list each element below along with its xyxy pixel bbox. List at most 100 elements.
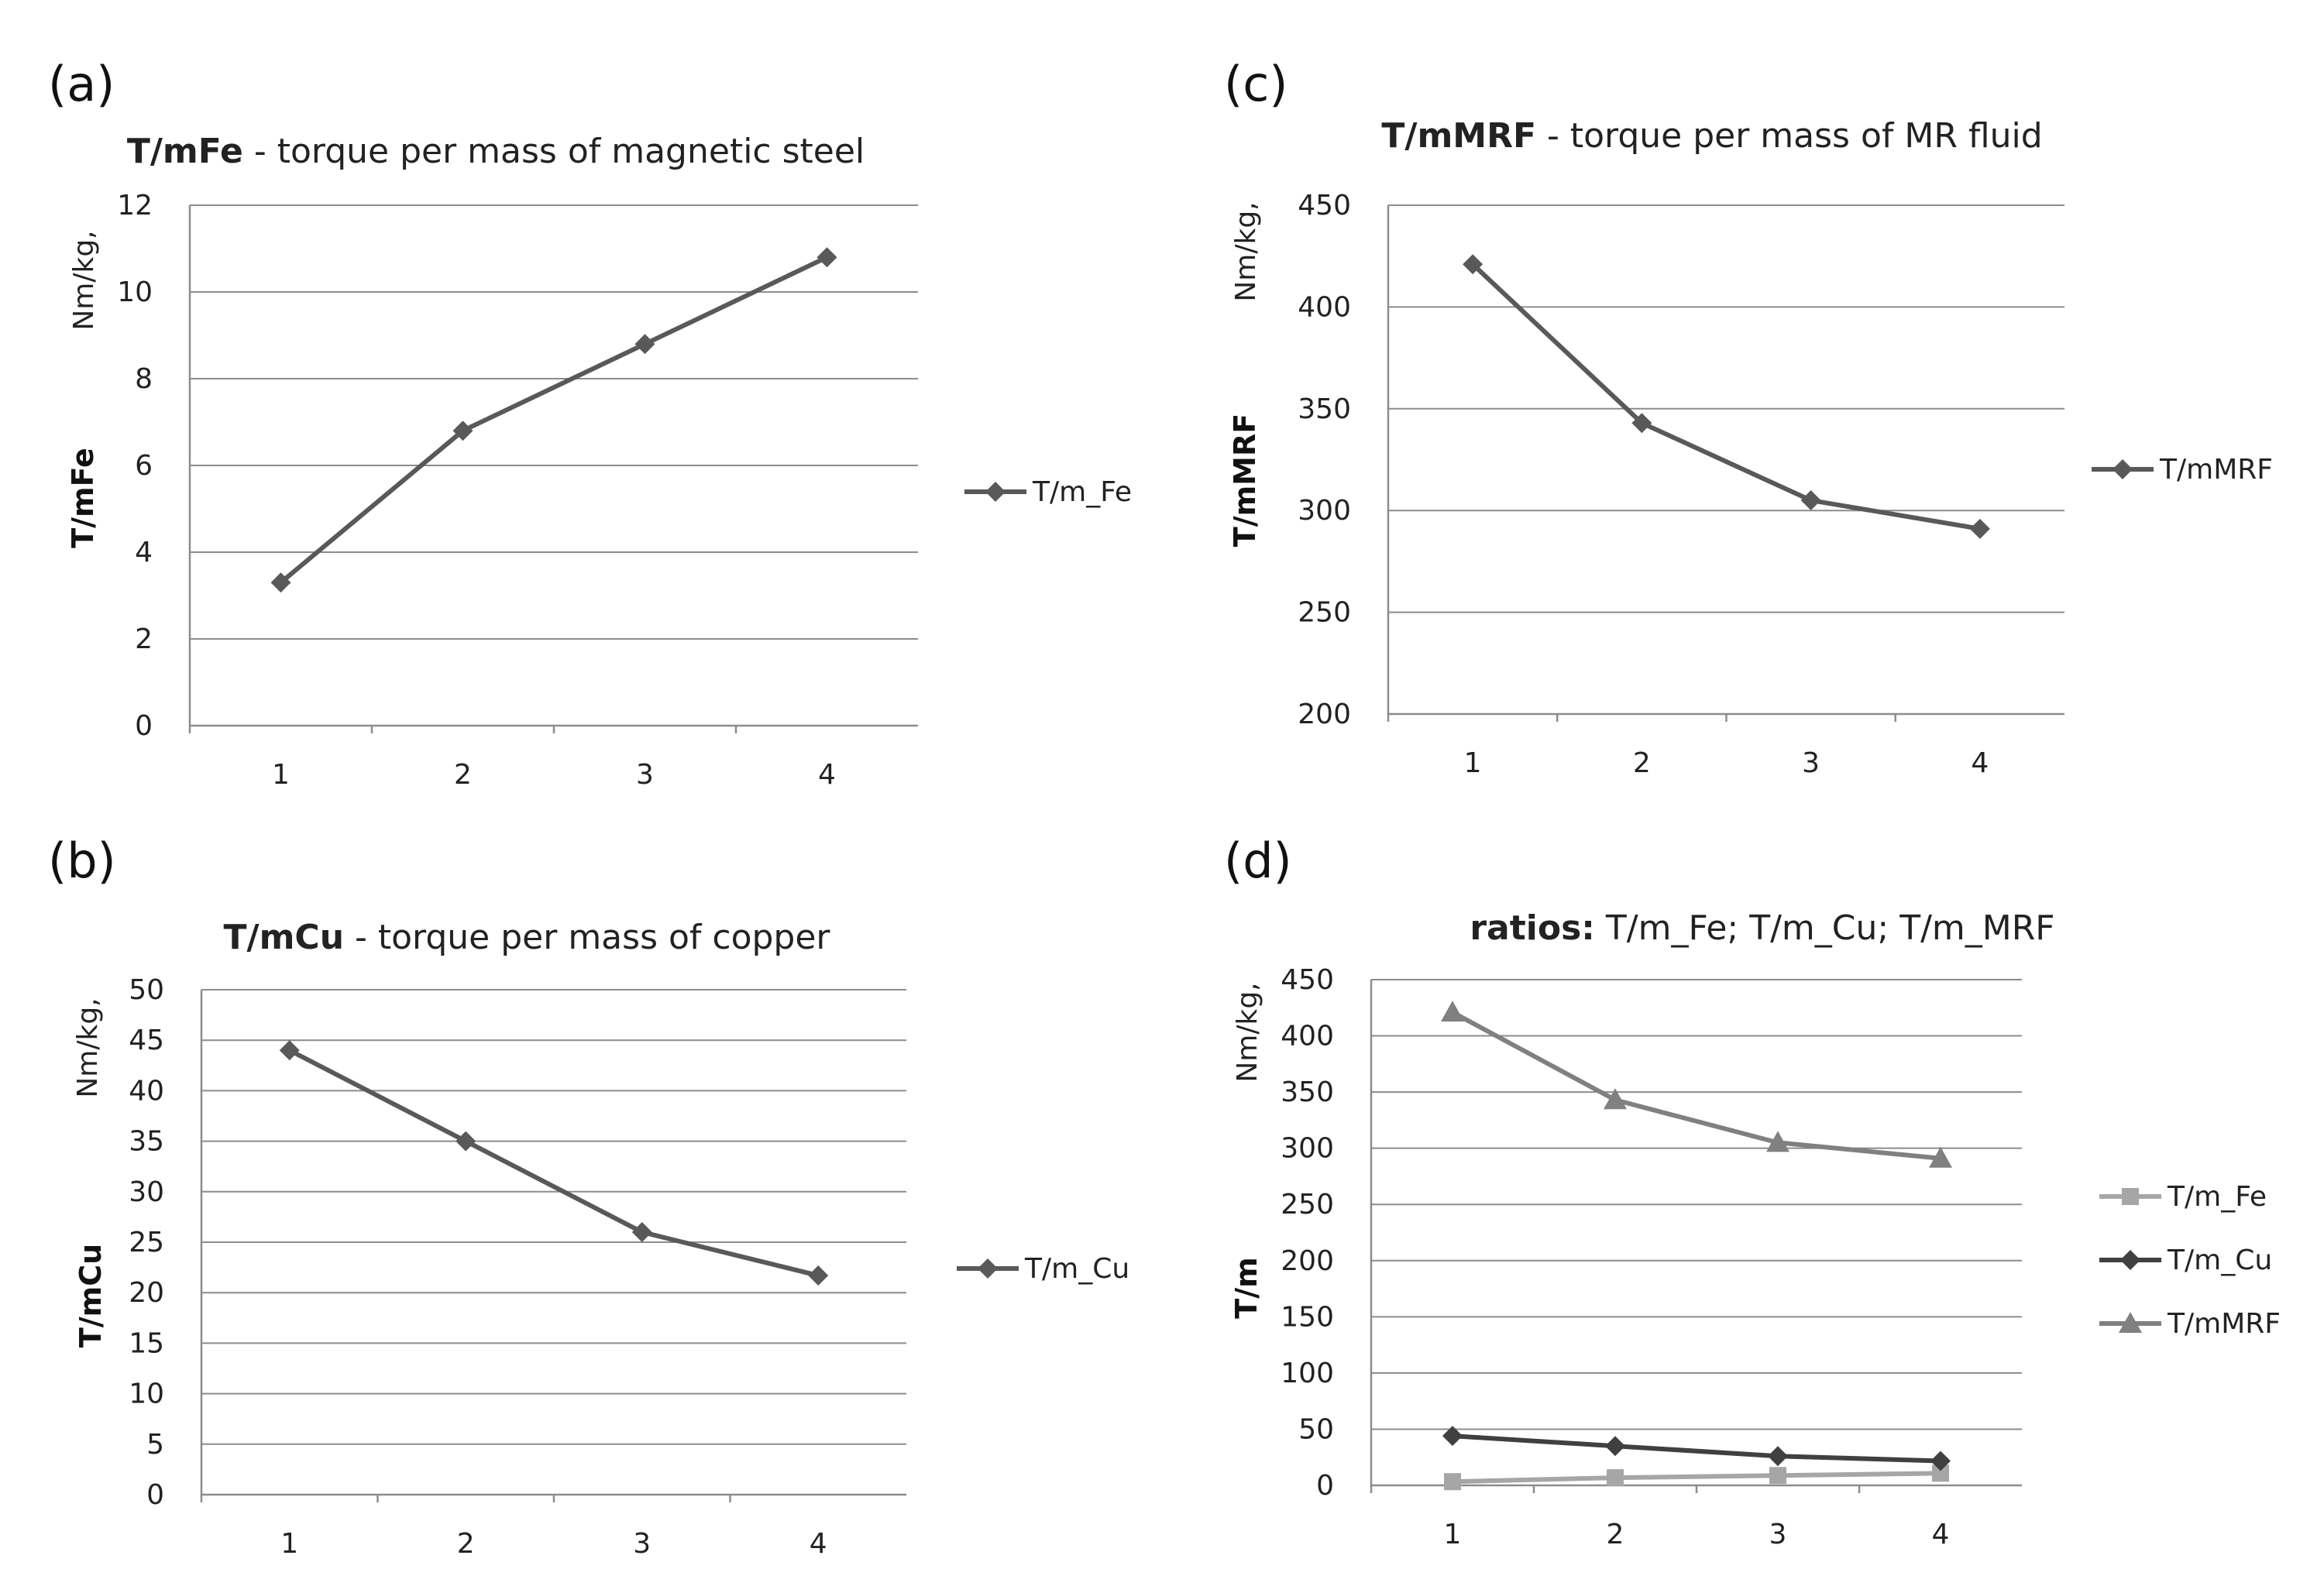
x-tick-label: 1 (280, 1528, 298, 1560)
y-axis-label: T/mCu (74, 1244, 108, 1348)
data-point (631, 1221, 652, 1242)
y-tick-label: 400 (1281, 1021, 1334, 1052)
y-tick-label: 350 (1281, 1076, 1334, 1108)
y-axis-unit: Nm/kg, (1230, 201, 1262, 301)
y-tick-label: 0 (1316, 1470, 1334, 1502)
legend: T/m_Cu (957, 1253, 1129, 1285)
y-tick-label: 350 (1298, 393, 1351, 425)
data-point (270, 572, 291, 593)
chart-title: T/mFe - torque per mass of magnetic stee… (127, 132, 865, 171)
series-line (1471, 263, 1981, 531)
legend-marker (2120, 1250, 2140, 1270)
x-tick-label: 4 (1932, 1519, 1950, 1550)
series-line (288, 1048, 819, 1278)
y-tick-label: 40 (129, 1075, 164, 1107)
panel-label: (d) (1224, 833, 1292, 889)
y-tick-label: 0 (135, 710, 153, 742)
y-tick-label: 30 (129, 1176, 164, 1208)
y-tick-label: 20 (129, 1277, 164, 1309)
data-point (1932, 1464, 1949, 1482)
x-tick-label: 2 (457, 1528, 475, 1560)
y-axis-unit: Nm/kg, (72, 997, 104, 1097)
y-tick-label: 400 (1298, 291, 1351, 323)
chart-title: ratios: T/m_Fe; T/m_Cu; T/m_MRF (1470, 908, 2054, 948)
data-point (634, 334, 655, 355)
y-tick-label: 200 (1281, 1245, 1334, 1277)
x-tick-label: 1 (272, 759, 290, 791)
y-axis-label: T/mMRF (1228, 414, 1262, 547)
panel-label: (a) (48, 56, 115, 112)
chart-title-rest: T/m_Fe; T/m_Cu; T/m_MRF (1595, 908, 2055, 948)
y-tick-label: 12 (117, 190, 153, 221)
panel-label: (c) (1224, 56, 1287, 112)
legend-marker (2119, 1312, 2142, 1333)
y-tick-label: 10 (129, 1378, 164, 1410)
y-axis-unit: Nm/kg, (1232, 982, 1263, 1082)
y-tick-label: 200 (1298, 699, 1351, 730)
legend-marker (2122, 1188, 2139, 1205)
y-tick-label: 250 (1281, 1189, 1334, 1221)
y-tick-label: 450 (1298, 190, 1351, 221)
plot-area: 0 50 100 150 200 250 300 350 400 450 1 2 3 4 (1281, 964, 2022, 1550)
x-tick-label: 3 (1802, 747, 1820, 779)
y-tick-label: 35 (129, 1126, 164, 1158)
chart-title: T/mCu - torque per mass of copper (223, 918, 830, 957)
chart-title-bold: ratios: (1470, 908, 1595, 948)
y-tick-label: 10 (117, 276, 153, 308)
chart-panel-a: (a) T/mFe - torque per mass of magnetic … (48, 56, 1132, 791)
y-axis-unit: Nm/kg, (68, 230, 100, 330)
data-point (816, 247, 837, 268)
x-tick-label: 4 (1971, 747, 1989, 779)
y-tick-label: 300 (1281, 1133, 1334, 1165)
chart-panel-c: (c) T/mMRF - torque per mass of MR fluid… (1224, 56, 2273, 779)
series-line (1452, 1471, 1941, 1485)
data-point (1800, 490, 1821, 511)
y-axis-label: T/m (1229, 1257, 1263, 1318)
legend-label: T/mMRF (2159, 454, 2273, 486)
y-tick-label: 0 (146, 1479, 164, 1511)
data-point (452, 421, 473, 441)
x-tick-label: 4 (810, 1528, 827, 1560)
y-tick-label: 6 (135, 450, 153, 482)
y-tick-label: 450 (1281, 964, 1334, 996)
x-tick-label: 2 (454, 759, 472, 791)
y-tick-label: 15 (129, 1327, 164, 1359)
data-point (1769, 1467, 1786, 1485)
chart-panel-d: (d) ratios: T/m_Fe; T/m_Cu; T/m_MRF 0 50 1… (1224, 833, 2281, 1550)
y-tick-label: 25 (129, 1227, 164, 1258)
chart-panel-b: (b) T/mCu - torque per mass of copper 0 5… (48, 833, 1129, 1560)
legend-marker (985, 482, 1006, 502)
x-tick-label: 3 (1769, 1519, 1787, 1550)
y-tick-label: 250 (1298, 597, 1351, 629)
panel-label: (b) (48, 833, 116, 889)
data-point (1441, 1001, 1464, 1022)
x-tick-label: 1 (1464, 747, 1482, 779)
chart-title-rest: - torque per mass of magnetic steel (243, 132, 865, 171)
chart-title-bold: T/mCu (223, 918, 344, 957)
y-tick-label: 2 (135, 623, 153, 655)
y-tick-label: 50 (1298, 1413, 1334, 1445)
legend-marker (2113, 459, 2133, 479)
legend-label: T/mMRF (2167, 1308, 2281, 1340)
legend: T/mMRF (2092, 454, 2273, 486)
legend-label: T/m_Cu (1024, 1253, 1129, 1285)
y-tick-label: 100 (1281, 1358, 1334, 1389)
y-tick-label: 4 (135, 537, 153, 568)
chart-title: T/mMRF - torque per mass of MR fluid (1381, 116, 2042, 156)
data-point (1604, 1088, 1627, 1110)
data-point (279, 1040, 300, 1061)
axis-frame (1370, 980, 2022, 1487)
chart-title-bold: T/mMRF (1381, 116, 1536, 156)
data-point (1969, 518, 1990, 539)
plot-area: 200 250 300 350 400 450 1 2 3 4 (1298, 190, 2064, 779)
data-point (1631, 413, 1652, 434)
chart-title-rest: - torque per mass of copper (344, 918, 830, 957)
x-tick-label: 4 (818, 759, 836, 791)
series-line (279, 255, 828, 585)
legend: T/m_Fe T/m_Cu T/mMRF (2099, 1181, 2281, 1340)
data-point (456, 1131, 476, 1152)
x-tick-label: 1 (1444, 1519, 1462, 1550)
data-point (1444, 1473, 1461, 1491)
data-point (1463, 254, 1483, 275)
x-tick-label: 2 (1607, 1519, 1624, 1550)
